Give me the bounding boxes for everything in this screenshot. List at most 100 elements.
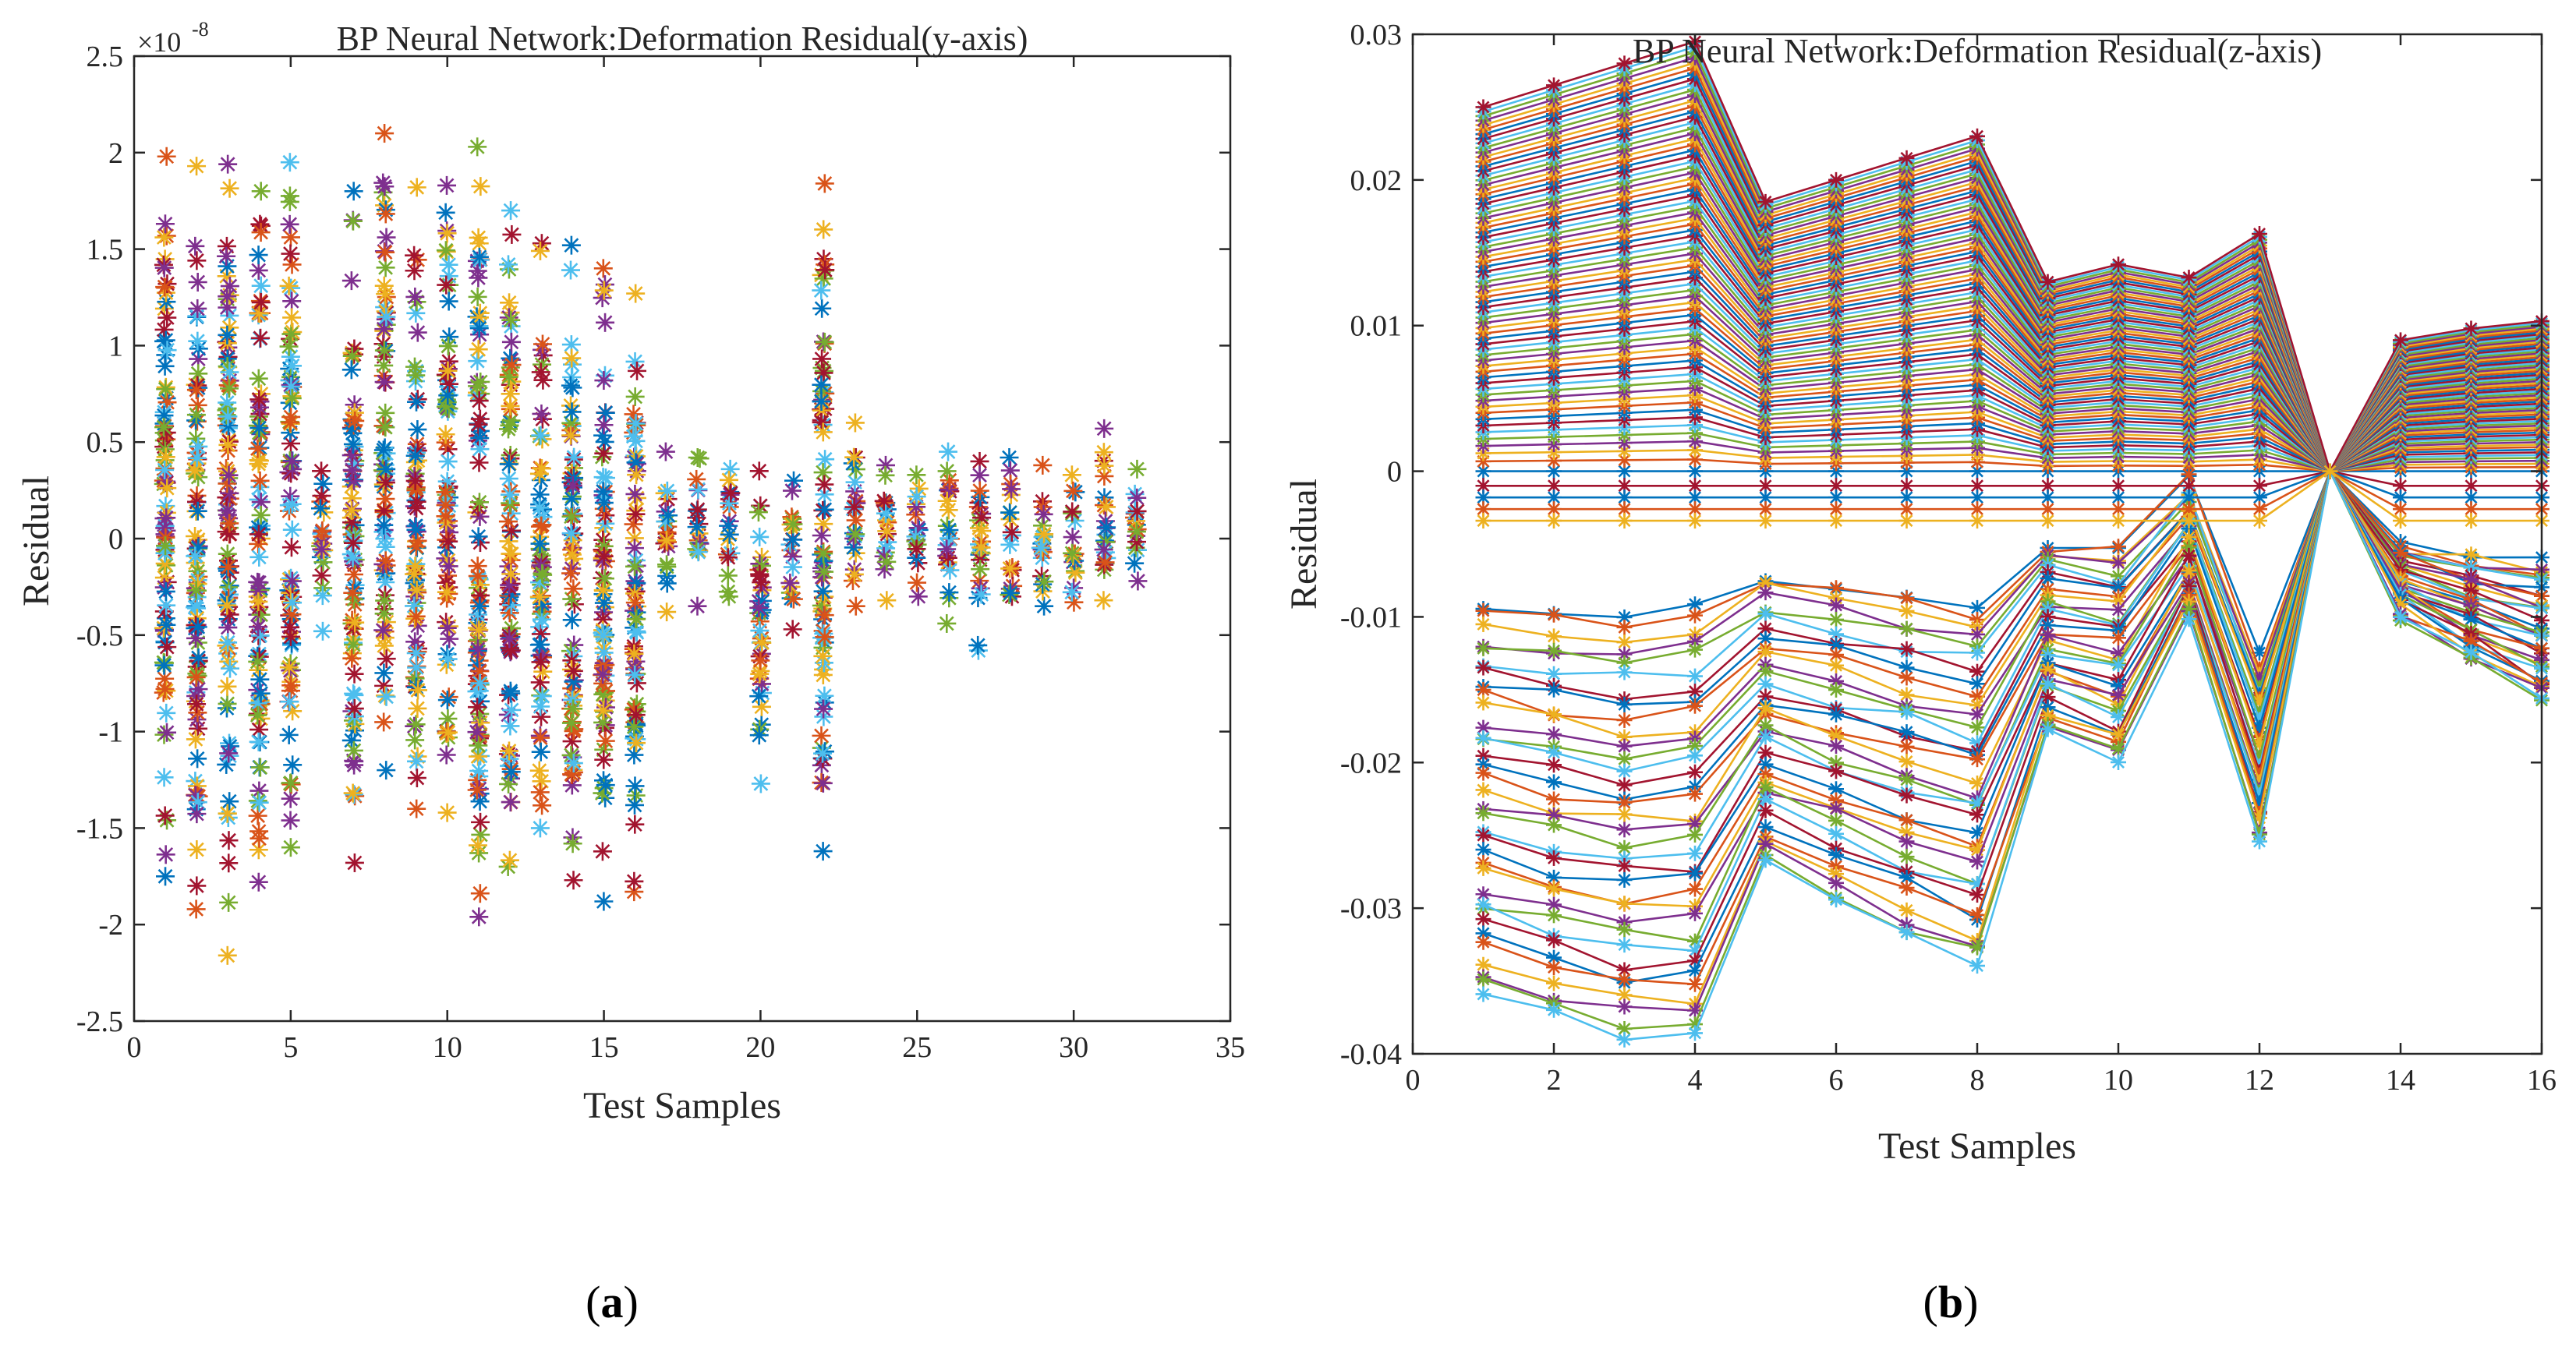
panel-b-point [2463, 320, 2479, 337]
panel-a-point [594, 892, 614, 911]
panel-b-series [1475, 463, 2549, 829]
panel-a-point [813, 581, 833, 601]
panel-b-point [1757, 513, 1774, 529]
panel-b-point [2393, 609, 2408, 625]
panel-a-point [439, 532, 458, 551]
panel-b-x-tick-label: 6 [1829, 1064, 1844, 1097]
panel-a-point [1127, 501, 1147, 521]
panel-a-point [812, 412, 831, 432]
panel-b-point [1616, 777, 1633, 793]
panel-a-sample-column [373, 124, 396, 780]
panel-b-point [1475, 616, 1491, 632]
panel-a-point [469, 453, 489, 472]
panel-b-series-line [1483, 470, 2542, 706]
panel-a-point [282, 520, 302, 539]
panel-b-point [1475, 694, 1491, 711]
panel-a-point [186, 581, 206, 600]
panel-a-point [594, 750, 614, 769]
panel-b-point [1828, 597, 1844, 613]
panel-a-point [249, 451, 269, 471]
panel-a-point [281, 838, 300, 857]
panel-a-point [627, 465, 646, 485]
panel-a-point [595, 569, 614, 588]
panel-a-point [469, 268, 488, 288]
panel-a-point [408, 323, 427, 342]
panel-b-point [1687, 668, 1703, 684]
panel-b-point [1828, 513, 1844, 529]
panel-a-point [625, 557, 645, 576]
panel-a-point [375, 124, 395, 143]
panel-b-point [1616, 1031, 1633, 1048]
panel-a-point [561, 260, 581, 280]
panel-a-point [533, 687, 552, 706]
panel-b-series [1475, 463, 2549, 529]
panel-a-point [405, 446, 425, 465]
panel-b-point [2040, 274, 2056, 290]
panel-a-point [688, 500, 707, 519]
panel-a-point [562, 402, 582, 422]
panel-a-point [1097, 518, 1116, 537]
panel-a-point [186, 628, 205, 648]
panel-a-point [469, 762, 489, 781]
panel-b-point [1687, 826, 1703, 843]
panel-a-point [593, 482, 613, 501]
panel-a-point [812, 281, 831, 300]
panel-a-point [156, 867, 175, 886]
panel-a-point [342, 648, 362, 668]
panel-a-point [218, 407, 238, 426]
panel-a-point [249, 840, 268, 860]
panel-a-point [625, 484, 645, 504]
panel-a-point [373, 440, 393, 460]
panel-a-point [626, 414, 646, 433]
panel-a-point [279, 337, 299, 356]
panel-a-point [437, 745, 456, 765]
panel-a-point [217, 636, 236, 656]
panel-a-point [561, 376, 580, 395]
panel-a-point [375, 591, 395, 610]
panel-a-point [157, 341, 177, 360]
panel-b-point [1828, 657, 1844, 673]
panel-a-point [690, 449, 709, 468]
panel-a-point [625, 815, 645, 834]
panel-a-point [593, 626, 613, 645]
panel-a-point [844, 564, 864, 584]
panel-a-point [1127, 522, 1146, 542]
panel-a-point [937, 461, 957, 481]
panel-a-sample-column [405, 178, 428, 818]
panel-a-point [438, 386, 458, 405]
panel-a-point [280, 214, 299, 234]
panel-a-point [907, 487, 926, 507]
panel-a-point [377, 649, 396, 669]
panel-a-point [156, 380, 175, 399]
panel-b-point [1616, 822, 1633, 838]
panel-a-point [407, 580, 426, 599]
panel-a-sample-column [812, 174, 835, 861]
panel-b-point [1828, 763, 1844, 779]
panel-a-point [718, 548, 738, 567]
panel-b-point [2252, 225, 2267, 242]
panel-a-point [282, 308, 302, 327]
panel-a-point [939, 442, 958, 461]
panel-a-point [374, 663, 394, 683]
panel-a-point [561, 524, 581, 543]
panel-a-point [436, 241, 455, 260]
panel-b-point [1757, 700, 1774, 716]
panel-a-point [157, 147, 176, 166]
panel-b-point [1616, 971, 1633, 988]
panel-a-scatter-chart: 0 5 10 15 20 25 30 35 -2.5 -2 -1.5 -1 -0.5 0 0.5 1 1.5 2 2… [16, 18, 1245, 1327]
panel-a-point [157, 393, 177, 412]
panel-a-point [155, 214, 175, 234]
panel-a-point [280, 153, 299, 172]
panel-a-point [813, 646, 833, 666]
panel-a-point [561, 235, 581, 255]
panel-a-point [188, 331, 207, 351]
panel-a-point [874, 546, 893, 566]
panel-a-point [594, 444, 614, 463]
panel-a-point [468, 137, 487, 157]
panel-a-point [341, 271, 361, 291]
panel-a-y-tick-label: 2.5 [87, 41, 124, 73]
panel-b-point [1898, 620, 1915, 637]
panel-a-point [282, 605, 302, 624]
panel-a-point [345, 664, 364, 684]
panel-a-point [1000, 559, 1020, 578]
